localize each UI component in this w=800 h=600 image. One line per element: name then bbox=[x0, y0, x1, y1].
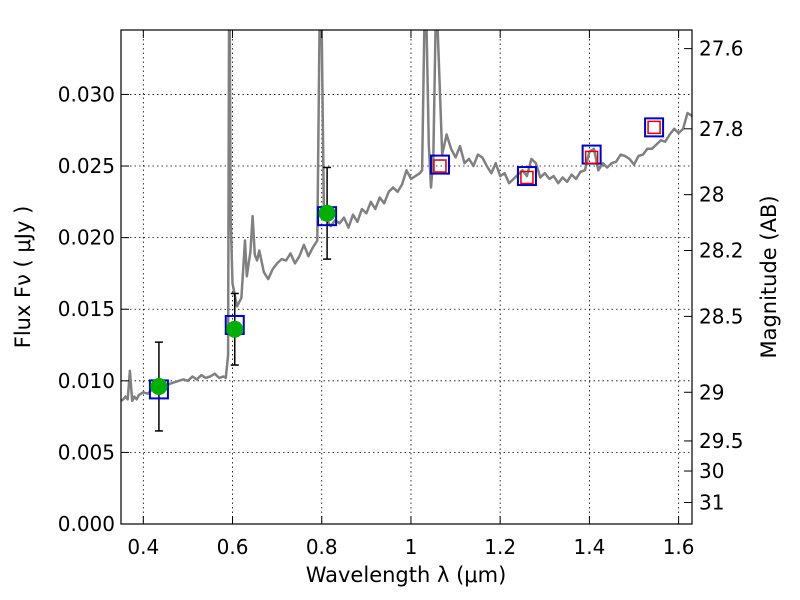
right-tick-label: 28.5 bbox=[699, 304, 744, 328]
y-tick-label: 0.025 bbox=[58, 154, 115, 178]
series-layer bbox=[121, 30, 692, 432]
observed-point bbox=[226, 320, 244, 338]
x-tick-label: 0.4 bbox=[127, 535, 159, 559]
right-tick-label: 27.6 bbox=[699, 37, 744, 61]
x-tick-label: 1.2 bbox=[484, 535, 516, 559]
y-tick-label: 0.015 bbox=[58, 297, 115, 321]
right-tick-label: 31 bbox=[699, 491, 724, 515]
upper-limit-marker bbox=[584, 150, 599, 165]
y-tick-label: 0.005 bbox=[58, 440, 115, 464]
x-tick-label: 1.4 bbox=[573, 535, 605, 559]
x-axis-label: Wavelength λ (μm) bbox=[306, 563, 507, 587]
right-tick-label: 29 bbox=[699, 380, 724, 404]
right-tick-label: 27.8 bbox=[699, 117, 744, 141]
spectrum-line bbox=[121, 30, 692, 403]
y-tick-label: 0.010 bbox=[58, 369, 115, 393]
x-tick-label: 0.6 bbox=[217, 535, 249, 559]
y-axis-label: Flux Fν ( μJy ) bbox=[11, 206, 35, 349]
plot-area bbox=[121, 30, 692, 432]
model-point bbox=[516, 166, 537, 187]
x-axis: 0.4 0.6 0.8 1 1.2 1.4 1.6 bbox=[127, 30, 695, 559]
upper-limit-marker bbox=[520, 170, 534, 185]
y-axis-right-label: Magnitude (AB) bbox=[757, 195, 781, 358]
y-axis-left: 0.000 0.005 0.010 0.015 0.020 0.025 0.030 bbox=[58, 82, 129, 536]
y-tick-label: 0.000 bbox=[58, 512, 115, 536]
y-tick-label: 0.020 bbox=[58, 226, 115, 250]
right-tick-label: 28.2 bbox=[699, 239, 744, 263]
right-tick-label: 29.5 bbox=[699, 429, 744, 453]
y-tick-label: 0.030 bbox=[58, 82, 115, 106]
observed-point bbox=[318, 204, 336, 222]
right-tick-label: 28 bbox=[699, 183, 724, 207]
plot-frame bbox=[120, 29, 693, 525]
right-tick-label: 30 bbox=[699, 459, 724, 483]
x-tick-label: 0.8 bbox=[306, 535, 338, 559]
upper-limit-marker bbox=[433, 159, 447, 173]
observed-point bbox=[150, 378, 168, 396]
upper-limit-marker bbox=[647, 120, 661, 135]
model-point bbox=[429, 154, 450, 175]
y-axis-right: 27.6 27.8 28 28.2 28.5 29 29.5 30 31 bbox=[684, 37, 744, 515]
grid bbox=[121, 30, 692, 525]
x-tick-label: 1 bbox=[405, 535, 418, 559]
model-point bbox=[644, 117, 665, 138]
x-tick-label: 1.6 bbox=[663, 535, 695, 559]
